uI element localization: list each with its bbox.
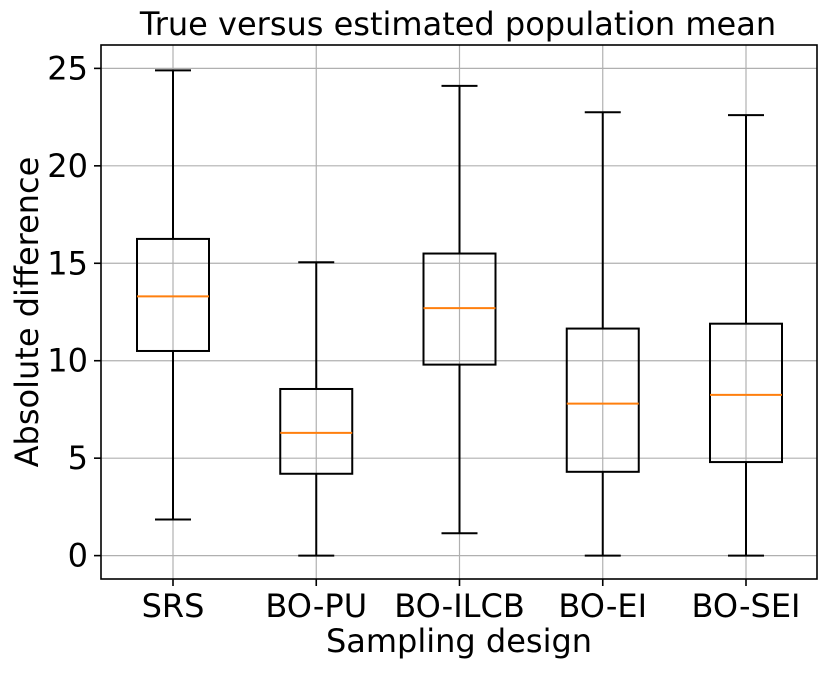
box-srs	[136, 69, 210, 521]
y-tick-label: 15	[47, 244, 88, 282]
iqr-box	[565, 327, 640, 473]
y-tick-label: 25	[47, 49, 88, 87]
box-bo-ilcb	[422, 84, 497, 535]
y-tick-label: 0	[68, 537, 88, 575]
x-tick-label: SRS	[142, 587, 205, 625]
tick-layer: 0 5 10 15 20 25 SRS BO-PU BO-ILCB BO-EI BO-SEI	[47, 49, 800, 625]
box-bo-sei	[709, 114, 783, 557]
iqr-box	[136, 237, 210, 352]
y-tick-label: 5	[68, 439, 88, 477]
x-tick-label: BO-SEI	[692, 587, 801, 625]
x-tick-label: BO-EI	[558, 587, 647, 625]
iqr-box	[709, 322, 783, 464]
box-bo-pu	[279, 261, 354, 557]
x-axis-label: Sampling design	[326, 622, 592, 660]
y-tick-label: 10	[47, 342, 88, 380]
chart-title: True versus estimated population mean	[139, 5, 776, 43]
y-tick-label: 20	[47, 147, 88, 185]
x-tick-label: BO-ILCB	[394, 587, 525, 625]
iqr-box	[279, 387, 354, 475]
box-layer	[136, 69, 783, 557]
box-bo-ei	[565, 111, 640, 557]
x-tick-label: BO-PU	[265, 587, 367, 625]
y-axis-label: Absolute difference	[8, 157, 46, 468]
